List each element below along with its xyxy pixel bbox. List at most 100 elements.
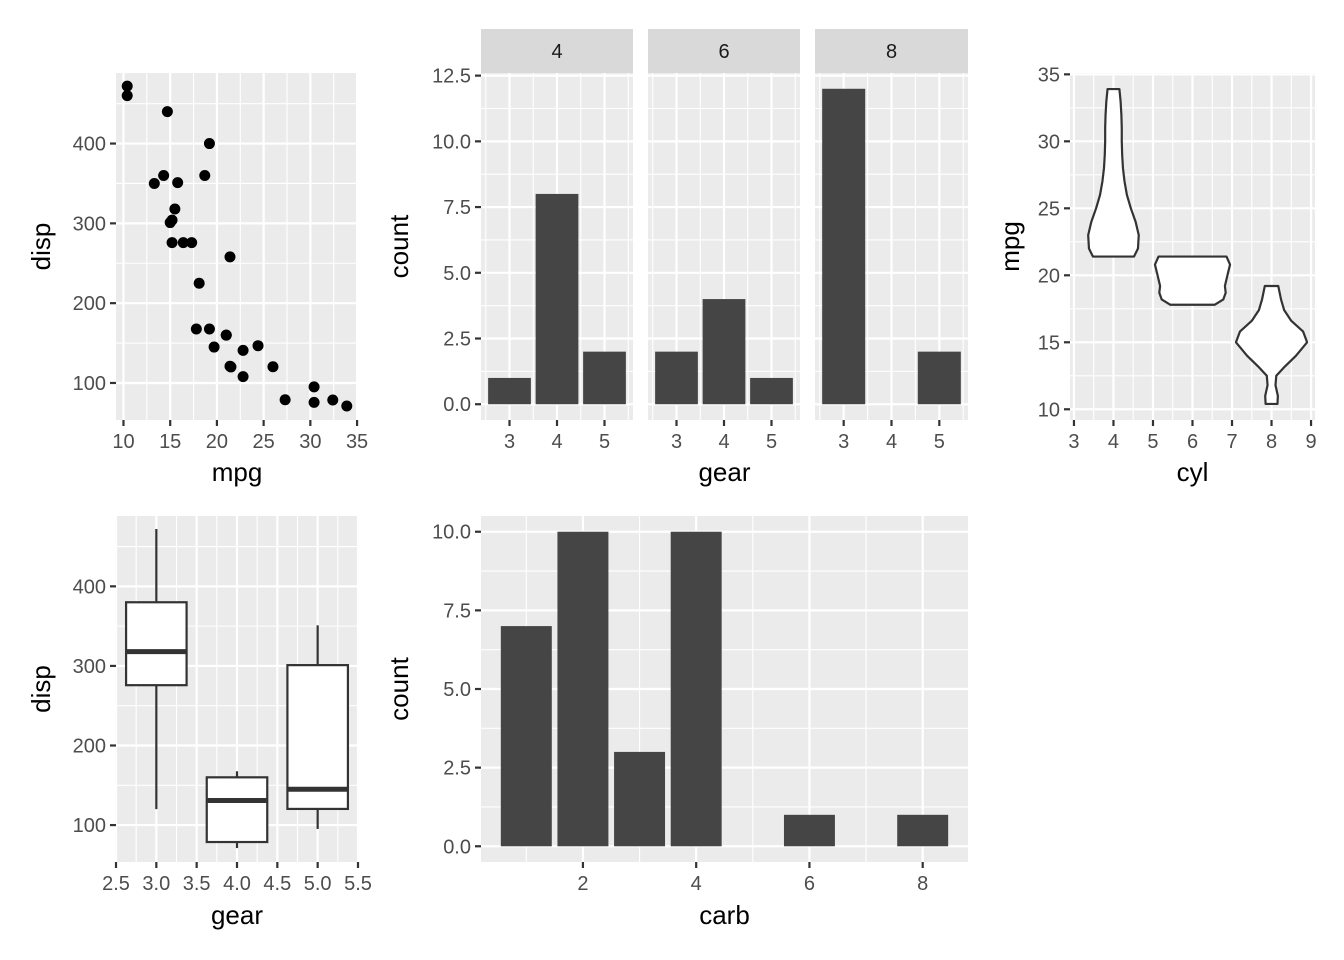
bar <box>488 377 531 405</box>
scatter-point <box>169 203 181 215</box>
x-tick-label: 4 <box>718 431 729 453</box>
x-tick-label: 4 <box>691 873 702 895</box>
x-tick-label: 6 <box>1187 431 1198 453</box>
x-tick-label: 8 <box>917 873 928 895</box>
facet-4: 4 3 4 5 0.0 2.5 5.0 7.5 10.0 12.5 <box>432 29 633 453</box>
bar <box>583 351 626 405</box>
scatter-point <box>267 361 279 373</box>
scatter-point <box>203 323 215 335</box>
y-tick-label: 30 <box>1038 131 1060 153</box>
bar <box>822 88 866 405</box>
box-iqr <box>205 776 269 844</box>
x-tick-label: 4 <box>551 431 562 453</box>
y-tick-label: 100 <box>73 815 106 837</box>
x-tick-label: 4.0 <box>223 873 251 895</box>
violin-shape <box>1234 284 1309 406</box>
x-tick-label: 4 <box>886 431 897 453</box>
x-tick-label: 35 <box>346 431 368 453</box>
x-tick-label: 5 <box>599 431 610 453</box>
y-axis-title: disp <box>26 223 56 271</box>
y-tick-label: 5.0 <box>443 263 471 285</box>
scatter-point <box>220 329 232 341</box>
x-tick-label: 5 <box>934 431 945 453</box>
facet-8: 8 3 4 5 <box>815 29 968 453</box>
box-iqr <box>124 601 188 687</box>
x-tick-label: 3 <box>504 431 515 453</box>
scatter-point <box>161 106 173 118</box>
y-tick-label: 10.0 <box>432 131 471 153</box>
scatter-point <box>237 371 249 383</box>
x-tick-label: 15 <box>159 431 181 453</box>
scatter-point <box>121 90 133 102</box>
scatter-point <box>224 251 236 263</box>
y-tick-label: 35 <box>1038 64 1060 86</box>
facet-strip <box>481 29 633 73</box>
x-tick-label: 5 <box>766 431 777 453</box>
scatter-point <box>308 381 320 393</box>
violin-shape <box>1153 255 1232 306</box>
y-tick-label: 12.5 <box>432 66 471 88</box>
facet-strip-label: 8 <box>886 41 897 63</box>
y-axis-title: disp <box>26 665 56 713</box>
y-axis-title: mpg <box>995 221 1025 272</box>
x-tick-label: 4.5 <box>263 873 291 895</box>
facet-strip-label: 4 <box>551 41 562 63</box>
y-tick-label: 400 <box>73 134 106 156</box>
scatter-point <box>341 400 353 412</box>
x-tick-label: 3 <box>1068 431 1079 453</box>
facet-strip-label: 6 <box>718 41 729 63</box>
x-tick-label: 3 <box>671 431 682 453</box>
bar <box>557 531 609 847</box>
scatter-point <box>199 169 211 181</box>
violin-panel-cyl-mpg: 3 4 5 6 7 8 9 10 15 20 25 30 35 cyl mpg <box>995 64 1317 487</box>
scatter-point <box>327 394 339 406</box>
scatter-point <box>237 344 249 356</box>
bar <box>500 626 552 847</box>
scatter-point <box>186 237 198 249</box>
y-tick-label: 25 <box>1038 198 1060 220</box>
box-iqr <box>286 664 350 811</box>
scatter-point <box>121 80 133 92</box>
y-tick-label: 20 <box>1038 265 1060 287</box>
x-tick-label: 4 <box>1108 431 1119 453</box>
scatter-point <box>224 360 236 372</box>
x-tick-label: 7 <box>1226 431 1237 453</box>
bar-panel-carb-count: 2 4 6 8 0.0 2.5 5.0 7.5 10.0 carb count <box>384 516 968 930</box>
y-tick-label: 200 <box>73 735 106 757</box>
x-tick-label: 3.5 <box>183 873 211 895</box>
scatter-point <box>166 237 178 249</box>
x-tick-label: 5.0 <box>304 873 332 895</box>
y-tick-label: 15 <box>1038 332 1060 354</box>
bar <box>535 193 579 405</box>
panel-background <box>116 73 358 420</box>
y-tick-label: 0.0 <box>443 836 471 858</box>
y-axis-title: count <box>384 214 414 278</box>
x-tick-label: 30 <box>299 431 321 453</box>
scatter-point <box>308 396 320 408</box>
bar <box>614 751 666 847</box>
x-tick-label: 25 <box>253 431 275 453</box>
scatter-point <box>172 177 184 189</box>
bar <box>917 351 961 405</box>
x-tick-label: 9 <box>1305 431 1316 453</box>
y-tick-label: 300 <box>73 656 106 678</box>
x-axis-title: cyl <box>1177 457 1209 487</box>
bar <box>702 299 746 405</box>
x-axis-title: carb <box>699 900 750 930</box>
violin-shape <box>1087 87 1140 258</box>
bar <box>750 377 793 405</box>
scatter-panel-mpg-disp: 10 15 20 25 30 35 100 200 300 400 mpg disp <box>26 73 368 487</box>
x-tick-label: 20 <box>206 431 228 453</box>
facet-strip <box>648 29 800 73</box>
scatter-point <box>177 237 189 249</box>
y-tick-label: 200 <box>73 293 106 315</box>
y-tick-label: 10.0 <box>432 522 471 544</box>
x-tick-label: 5 <box>1147 431 1158 453</box>
scatter-point <box>190 323 202 335</box>
scatter-point <box>164 217 176 229</box>
y-tick-label: 10 <box>1038 399 1060 421</box>
x-axis-title: mpg <box>212 457 263 487</box>
scatter-point <box>158 169 170 181</box>
scatter-point <box>193 277 205 289</box>
x-tick-label: 3.0 <box>142 873 170 895</box>
